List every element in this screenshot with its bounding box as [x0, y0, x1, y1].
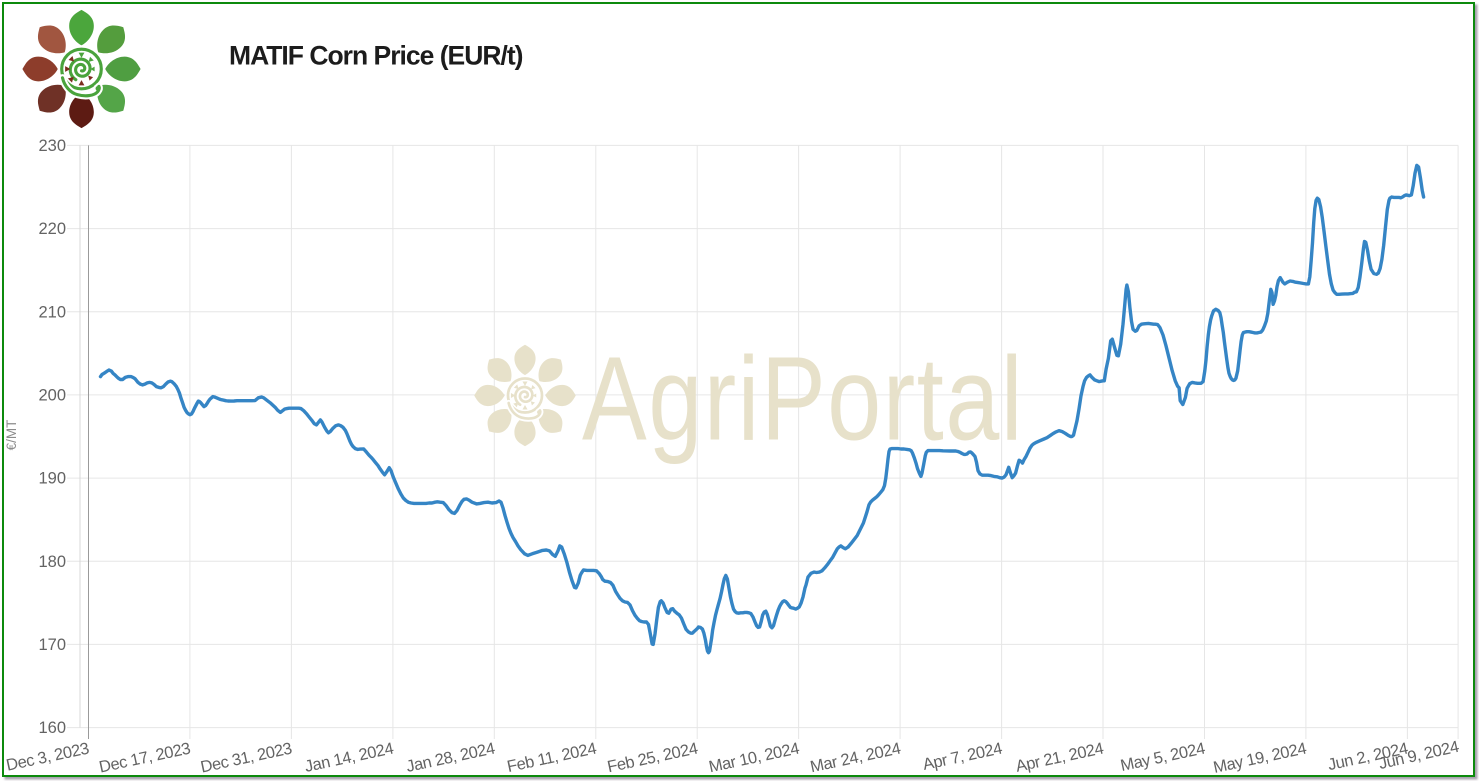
svg-text:Dec 17, 2023: Dec 17, 2023	[97, 740, 192, 777]
svg-text:170: 170	[38, 636, 66, 654]
svg-text:Mar 24, 2024: Mar 24, 2024	[809, 740, 903, 777]
svg-text:Feb 25, 2024: Feb 25, 2024	[606, 740, 700, 777]
svg-text:€/MT: €/MT	[4, 420, 19, 451]
svg-text:210: 210	[38, 303, 66, 321]
svg-text:MATIF Corn Price (EUR/t): MATIF Corn Price (EUR/t)	[229, 41, 523, 71]
svg-text:230: 230	[38, 137, 66, 155]
svg-text:Dec 3, 2023: Dec 3, 2023	[5, 740, 91, 775]
svg-text:190: 190	[38, 470, 66, 488]
svg-text:Feb 11, 2024: Feb 11, 2024	[505, 740, 598, 777]
svg-text:May 19, 2024: May 19, 2024	[1212, 740, 1309, 777]
svg-text:Apr 21, 2024: Apr 21, 2024	[1014, 740, 1105, 776]
svg-text:160: 160	[38, 719, 66, 737]
svg-text:200: 200	[38, 387, 66, 405]
svg-text:Jan 28, 2024: Jan 28, 2024	[405, 740, 497, 776]
svg-text:Jan 14, 2024: Jan 14, 2024	[303, 740, 395, 776]
svg-text:AgriPortal: AgriPortal	[582, 333, 1024, 466]
svg-text:180: 180	[38, 553, 66, 571]
svg-text:220: 220	[38, 220, 66, 238]
svg-text:Apr 7, 2024: Apr 7, 2024	[921, 740, 1004, 774]
svg-text:Dec 31, 2023: Dec 31, 2023	[199, 740, 294, 777]
svg-text:May 5, 2024: May 5, 2024	[1119, 740, 1207, 776]
svg-text:Mar 10, 2024: Mar 10, 2024	[707, 740, 801, 777]
